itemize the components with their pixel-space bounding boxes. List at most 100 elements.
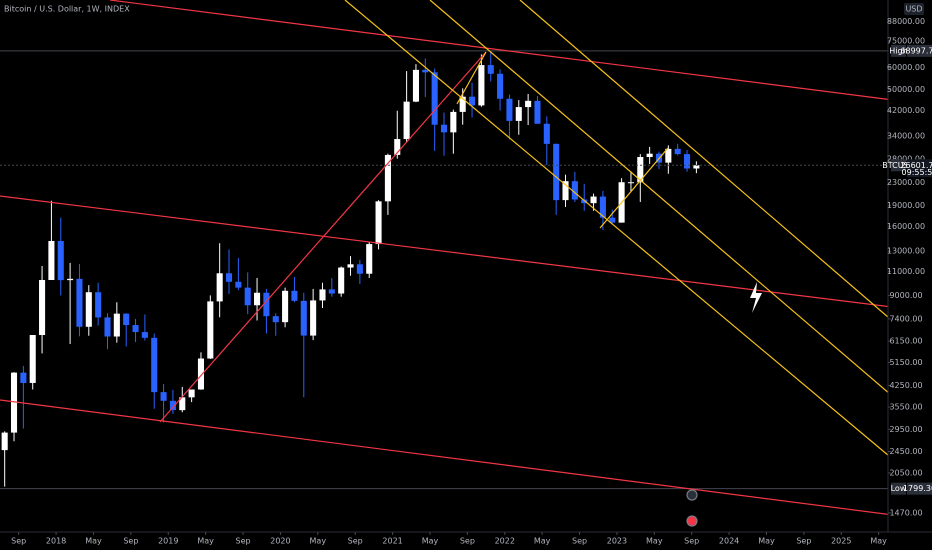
marker-name-box (891, 44, 906, 57)
x-tick-label: Sep (572, 537, 587, 546)
candle-body (497, 73, 504, 99)
candle-body (412, 69, 419, 102)
candle-body (235, 281, 242, 288)
candle-body (151, 337, 158, 393)
channel-line (344, 0, 932, 493)
marker-value: 68997.75 (900, 46, 932, 55)
channel-line (519, 0, 932, 356)
candle-body (459, 96, 466, 112)
x-tick-label: Sep (460, 537, 475, 546)
trend-line (0, 399, 932, 521)
candle-body (57, 240, 64, 281)
y-tick-label: 11000.00 (887, 267, 925, 276)
x-tick-label: May (870, 537, 887, 546)
candle-body (637, 157, 644, 183)
x-tick-label: 2024 (719, 537, 739, 546)
x-tick-label: Sep (235, 537, 250, 546)
chart-title: Bitcoin / U.S. Dollar, 1W, INDEX (4, 5, 130, 14)
candle-body (95, 292, 102, 318)
marker-value: 1799.30 (903, 484, 932, 493)
y-tick-label: 2950.00 (889, 425, 922, 434)
candle-body (113, 313, 120, 337)
candle-body (590, 196, 597, 204)
price-axis (888, 0, 932, 550)
event-icon[interactable] (686, 489, 698, 501)
candle-body (48, 240, 55, 281)
x-tick-label: 2023 (607, 537, 627, 546)
candle-body (263, 292, 270, 317)
y-tick-label: 9000.00 (889, 291, 922, 300)
x-tick-label: 2019 (158, 537, 178, 546)
candle-body (20, 372, 27, 383)
x-tick-label: May (422, 537, 439, 546)
y-tick-label: 5150.00 (889, 358, 922, 367)
x-tick-label: 2021 (382, 537, 402, 546)
candle-body (310, 300, 317, 336)
x-tick-label: Sep (348, 537, 363, 546)
candle-body (543, 123, 550, 144)
marker-name: High (889, 46, 907, 55)
candle-body (394, 139, 401, 155)
y-tick-label: 28000.00 (887, 155, 925, 164)
currency: USD (905, 5, 922, 14)
candle-body (440, 124, 448, 133)
candle-body (553, 143, 560, 201)
candle-body (450, 111, 457, 133)
candle-body (319, 289, 326, 301)
marker-name-box (891, 482, 906, 495)
event-icon[interactable] (686, 515, 698, 527)
y-tick-label: 1470.00 (889, 508, 922, 517)
candle-body (1, 432, 8, 451)
candle-body (347, 264, 354, 268)
channel-line (456, 51, 487, 105)
candle-body (207, 301, 214, 359)
candle-body (366, 244, 373, 274)
candle-body (487, 65, 494, 74)
y-tick-label: 88000.00 (887, 17, 925, 26)
y-tick-label: 13000.00 (887, 247, 925, 256)
candle-body (674, 148, 681, 155)
candle-body (384, 154, 391, 202)
candle-body (515, 107, 522, 121)
candle-body (291, 290, 298, 301)
candle-body (683, 154, 691, 169)
candle-body (609, 217, 616, 223)
candle-body (431, 72, 438, 125)
x-tick-label: May (310, 537, 327, 546)
candle-body (179, 397, 186, 411)
lightning-icon (750, 282, 762, 313)
currency-box[interactable] (904, 3, 924, 15)
x-tick-label: 2020 (270, 537, 290, 546)
candle-body (534, 100, 541, 124)
marker-value-box (907, 44, 932, 57)
candle-body (123, 313, 130, 326)
candle-body (169, 400, 176, 411)
candle-body (76, 278, 83, 327)
candle-body (469, 96, 476, 106)
candle-body (562, 181, 569, 201)
y-tick-label: 60000.00 (887, 63, 925, 72)
candle-body (627, 182, 634, 184)
y-tick-label: 50000.00 (887, 85, 925, 94)
y-tick-label: 6150.00 (889, 337, 922, 346)
candle-body (141, 332, 148, 338)
candle-body (132, 325, 139, 333)
trend-line (159, 51, 487, 423)
candle-body (197, 358, 205, 390)
drawings (0, 0, 932, 527)
candle-body (244, 287, 251, 306)
candle-body (328, 289, 335, 294)
candle-body (581, 199, 588, 204)
channel-line (429, 0, 932, 431)
y-tick-label: 42000.00 (887, 106, 925, 115)
candle-body (422, 69, 429, 73)
y-tick-label: 2050.00 (889, 468, 922, 477)
candle-body (160, 392, 167, 401)
candle-body (272, 316, 279, 323)
x-tick-label: May (85, 537, 102, 546)
marker-value-box (907, 159, 932, 178)
x-tick-label: May (197, 537, 214, 546)
candle-body (599, 196, 606, 218)
candle-body (693, 165, 700, 169)
